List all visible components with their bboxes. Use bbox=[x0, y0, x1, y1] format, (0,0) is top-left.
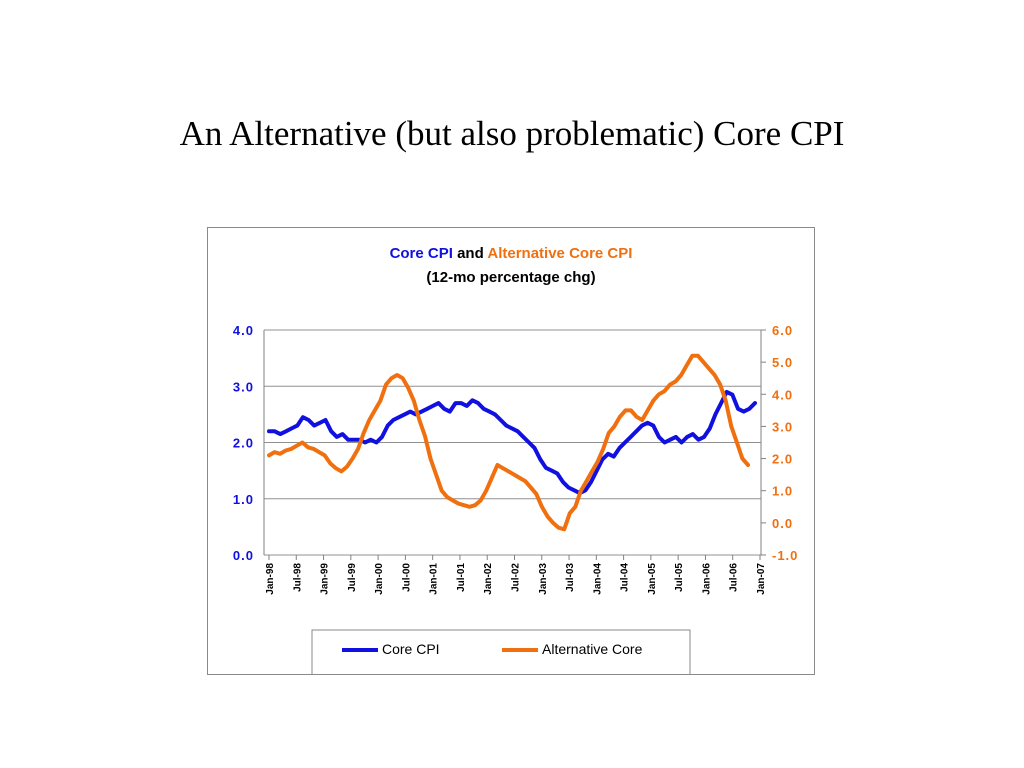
y-right-tick-label: 0.0 bbox=[772, 516, 793, 531]
x-tick-label: Jan-05 bbox=[647, 563, 658, 595]
x-tick-label: Jan-06 bbox=[701, 563, 712, 595]
x-tick-label: Jan-04 bbox=[592, 563, 603, 595]
y-left-tick-label: 0.0 bbox=[233, 548, 254, 563]
series-line-alternative-core bbox=[267, 353, 750, 532]
y-left-tick-label: 4.0 bbox=[233, 323, 254, 338]
chart-subtitle: (12-mo percentage chg) bbox=[426, 269, 595, 286]
x-tick-label: Jan-00 bbox=[374, 563, 385, 595]
legend-label-core-cpi: Core CPI bbox=[382, 641, 440, 657]
y-right-tick-label: 2.0 bbox=[772, 452, 793, 467]
x-tick-label: Jul-05 bbox=[674, 563, 685, 592]
x-tick-label: Jul-02 bbox=[511, 563, 522, 592]
chart-title-part-and: and bbox=[453, 245, 487, 262]
x-tick-label: Jan-07 bbox=[756, 563, 767, 595]
y-right-tick-label: 1.0 bbox=[772, 484, 793, 499]
y-right-tick-label: -1.0 bbox=[772, 548, 798, 563]
x-tick-label: Jan-98 bbox=[265, 563, 276, 595]
x-tick-label: Jul-99 bbox=[347, 563, 358, 592]
x-tick-label: Jul-06 bbox=[729, 563, 740, 592]
y-right-tick-label: 5.0 bbox=[772, 355, 793, 370]
y-left-tick-label: 1.0 bbox=[233, 492, 254, 507]
chart-title-part-alternative: Alternative Core CPI bbox=[487, 245, 632, 262]
y-right-tick-label: 6.0 bbox=[772, 323, 793, 338]
legend-label-alternative-core: Alternative Core bbox=[542, 641, 643, 657]
x-tick-label: Jul-98 bbox=[292, 563, 303, 592]
x-tick-label: Jul-00 bbox=[401, 563, 412, 592]
series-lines bbox=[267, 353, 757, 532]
x-tick-label: Jul-03 bbox=[565, 563, 576, 592]
axes: 0.0 1.0 2.0 3.0 4.0 -1.0 0.0 1.0 2.0 3.0 4.0 5.0 6.0… bbox=[233, 323, 798, 595]
slide-title: An Alternative (but also problematic) Co… bbox=[179, 114, 845, 153]
x-tick-label: Jan-99 bbox=[320, 563, 331, 595]
legend: Core CPI Alternative Core bbox=[311, 629, 691, 674]
x-tick-label: Jan-03 bbox=[538, 563, 549, 595]
y-right-tick-label: 4.0 bbox=[772, 387, 793, 402]
chart-frame: Core CPI and Alternative Core CPI (12-mo… bbox=[207, 227, 815, 675]
x-tick-label: Jan-01 bbox=[429, 563, 440, 595]
y-left-tick-label: 3.0 bbox=[233, 379, 254, 394]
y-right-tick-label: 3.0 bbox=[772, 419, 793, 434]
series-line-core-cpi bbox=[267, 389, 757, 496]
y-left-tick-label: 2.0 bbox=[233, 436, 254, 451]
chart-title-part-core: Core CPI bbox=[390, 245, 453, 262]
chart-svg: Core CPI and Alternative Core CPI (12-mo… bbox=[233, 245, 798, 674]
x-tick-label: Jul-04 bbox=[620, 563, 631, 592]
x-tick-label: Jul-01 bbox=[456, 563, 467, 592]
chart-title: Core CPI and Alternative Core CPI bbox=[390, 245, 633, 262]
x-tick-label: Jan-02 bbox=[483, 563, 494, 595]
